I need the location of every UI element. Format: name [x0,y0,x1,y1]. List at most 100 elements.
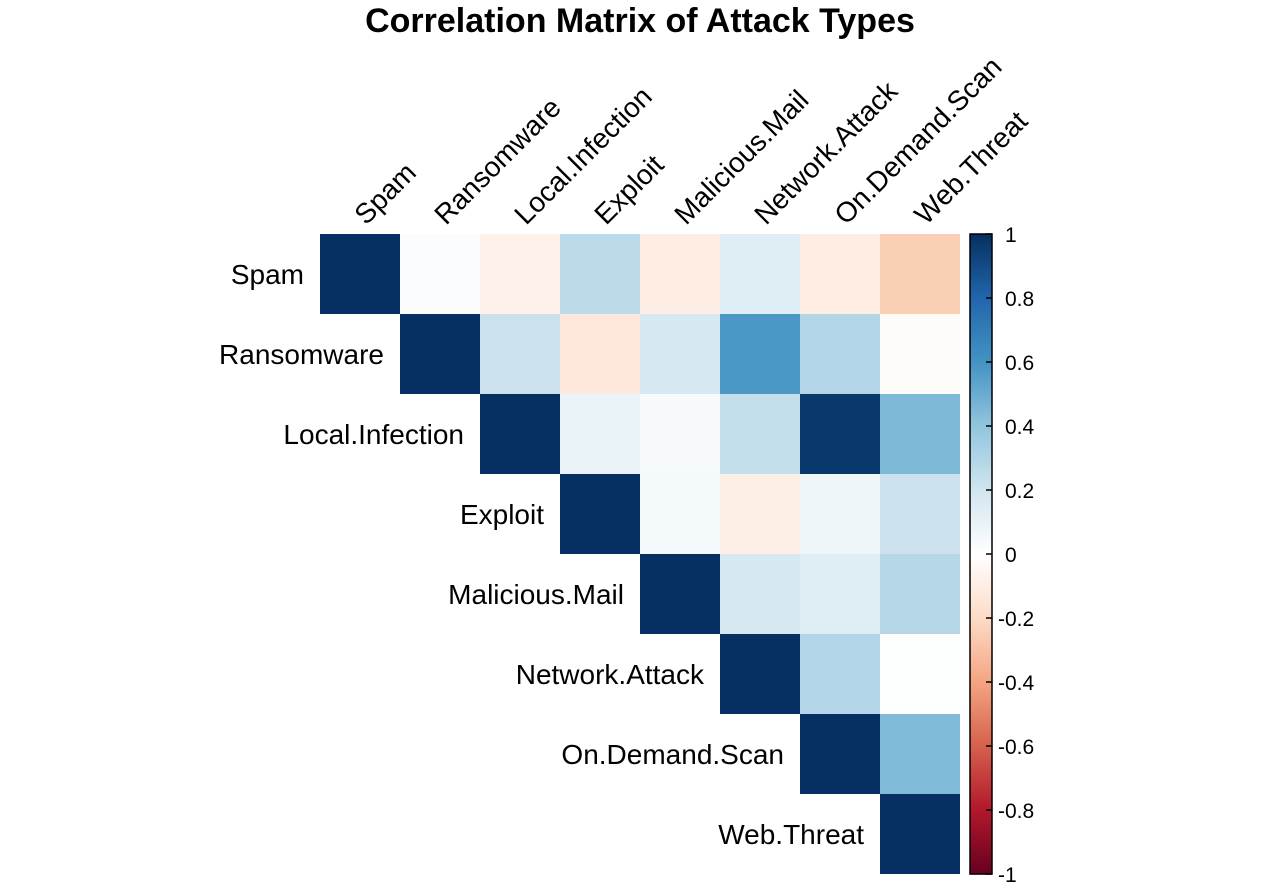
row-label: Local.Infection [283,419,464,450]
colorbar-segment [970,531,992,536]
colorbar-segment [970,445,992,449]
colorbar-segment [970,506,992,510]
colorbar-segment [970,470,992,475]
colorbar-segment [970,720,992,725]
colorbar-segment [970,534,992,539]
colorbar-segment [970,634,992,638]
colorbar-segment [970,781,992,785]
column-label: Local.Infection [508,81,658,231]
colorbar-segment [970,547,992,552]
colorbar-segment [970,483,992,488]
colorbar-segment [970,707,992,712]
colorbar-segment [970,829,992,833]
colorbar-segment [970,739,992,744]
colorbar-segment [970,771,992,776]
colorbar-segment [970,701,992,705]
colorbar-segment [970,451,992,456]
colorbar-segment [970,371,992,376]
colorbar-segment [970,333,992,337]
heatmap-cell-local-infection-malicious-mail [640,394,720,474]
colorbar-tick-label: 0.4 [1005,416,1035,439]
colorbar-segment [970,400,992,405]
colorbar-segment [970,422,992,427]
colorbar-segment [970,813,992,817]
colorbar-segment [970,342,992,347]
colorbar-segment [970,867,992,872]
colorbar-segment [970,454,992,459]
colorbar-segment [970,723,992,728]
colorbar-segment [970,717,992,721]
colorbar-segment [970,643,992,648]
colorbar-segment [970,403,992,408]
heatmap-cell-exploit-on-demand-scan [800,474,880,554]
colorbar-segment [970,586,992,590]
colorbar-segment [970,618,992,622]
colorbar-segment [970,704,992,709]
colorbar-segment [970,253,992,257]
colorbar-segment [970,326,992,331]
colorbar-segment [970,842,992,846]
heatmap-cell-ransomware-on-demand-scan [800,314,880,394]
heatmap-cell-spam-exploit [560,234,640,314]
row-label: Malicious.Mail [448,579,624,610]
colorbar-segment [970,675,992,680]
colorbar-segment [970,272,992,277]
colorbar-segment [970,694,992,699]
colorbar-segment [970,381,992,385]
colorbar-segment [970,582,992,587]
colorbar-segment [970,774,992,779]
colorbar-segment [970,787,992,792]
heatmap-cell-on-demand-scan-on-demand-scan [800,714,880,794]
colorbar-segment [970,816,992,821]
colorbar-segment [970,778,992,782]
colorbar-segment [970,563,992,568]
heatmap-cell-spam-network-attack [720,234,800,314]
heatmap-cell-ransomware-web-threat [880,314,960,394]
heatmap-cell-ransomware-local-infection [480,314,560,394]
heatmap-cell-ransomware-exploit [560,314,640,394]
colorbar-segment [970,794,992,798]
colorbar-segment [970,621,992,625]
colorbar-segment [970,768,992,773]
colorbar-segment [970,496,992,501]
colorbar-tick-label: -0.4 [998,672,1035,695]
colorbar-segment [970,752,992,757]
heatmap-cell-spam-spam [320,234,400,314]
colorbar-segment [970,832,992,837]
heatmap-cell-web-threat-web-threat [880,794,960,874]
colorbar-segment [970,710,992,715]
colorbar-segment [970,682,992,686]
colorbar-segment [970,355,992,360]
colorbar-segment [970,819,992,824]
colorbar-tick-label: 0.8 [1005,288,1034,311]
colorbar-segment [970,659,992,664]
colorbar-tick-label: 1 [1005,224,1017,247]
column-label: Exploit [588,149,670,231]
colorbar-segment [970,678,992,683]
colorbar-segment [970,358,992,363]
colorbar-segment [970,595,992,600]
colorbar-segment [970,240,992,245]
heatmap-cell-local-infection-exploit [560,394,640,474]
heatmap-cells [320,234,960,874]
heatmap-cell-spam-local-infection [480,234,560,314]
colorbar-segment [970,438,992,443]
colorbar-segment [970,461,992,465]
colorbar-segment [970,573,992,577]
colorbar-segment [970,317,992,321]
colorbar-segment [970,765,992,769]
heatmap-cell-local-infection-network-attack [720,394,800,474]
colorbar-segment [970,512,992,517]
heatmap-cell-malicious-mail-network-attack [720,554,800,634]
heatmap-cell-exploit-network-attack [720,474,800,554]
colorbar-segment [970,550,992,555]
colorbar-segment [970,259,992,264]
colorbar-segment [970,349,992,353]
colorbar-tick-label: -0.6 [998,736,1034,759]
row-label: Spam [231,259,304,290]
colorbar-segment [970,541,992,545]
colorbar-segment [970,637,992,641]
colorbar-segment [970,464,992,469]
row-label: Web.Threat [718,819,864,850]
